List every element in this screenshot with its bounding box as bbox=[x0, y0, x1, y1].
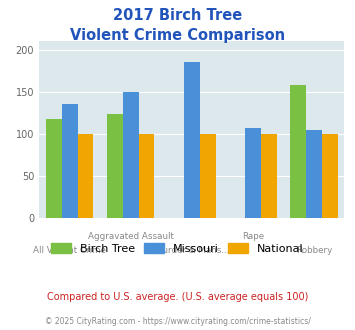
Text: All Violent Crime: All Violent Crime bbox=[33, 246, 106, 254]
Text: © 2025 CityRating.com - https://www.cityrating.com/crime-statistics/: © 2025 CityRating.com - https://www.city… bbox=[45, 317, 310, 326]
Bar bbox=[200, 134, 215, 218]
Bar bbox=[306, 129, 322, 218]
Bar bbox=[62, 104, 77, 218]
Bar bbox=[107, 114, 123, 218]
Text: Violent Crime Comparison: Violent Crime Comparison bbox=[70, 28, 285, 43]
Text: Aggravated Assault: Aggravated Assault bbox=[88, 232, 174, 241]
Text: Murder & Mans...: Murder & Mans... bbox=[154, 246, 229, 254]
Text: 2017 Birch Tree: 2017 Birch Tree bbox=[113, 8, 242, 23]
Text: Robbery: Robbery bbox=[296, 246, 332, 254]
Text: Rape: Rape bbox=[242, 232, 264, 241]
Text: Compared to U.S. average. (U.S. average equals 100): Compared to U.S. average. (U.S. average … bbox=[47, 292, 308, 302]
Bar bbox=[245, 128, 261, 218]
Bar bbox=[138, 134, 154, 218]
Bar bbox=[322, 134, 338, 218]
Bar bbox=[290, 85, 306, 218]
Legend: Birch Tree, Missouri, National: Birch Tree, Missouri, National bbox=[47, 239, 308, 258]
Bar bbox=[261, 134, 277, 218]
Bar bbox=[123, 92, 138, 218]
Bar bbox=[184, 62, 200, 218]
Bar bbox=[46, 119, 62, 218]
Bar bbox=[77, 134, 93, 218]
